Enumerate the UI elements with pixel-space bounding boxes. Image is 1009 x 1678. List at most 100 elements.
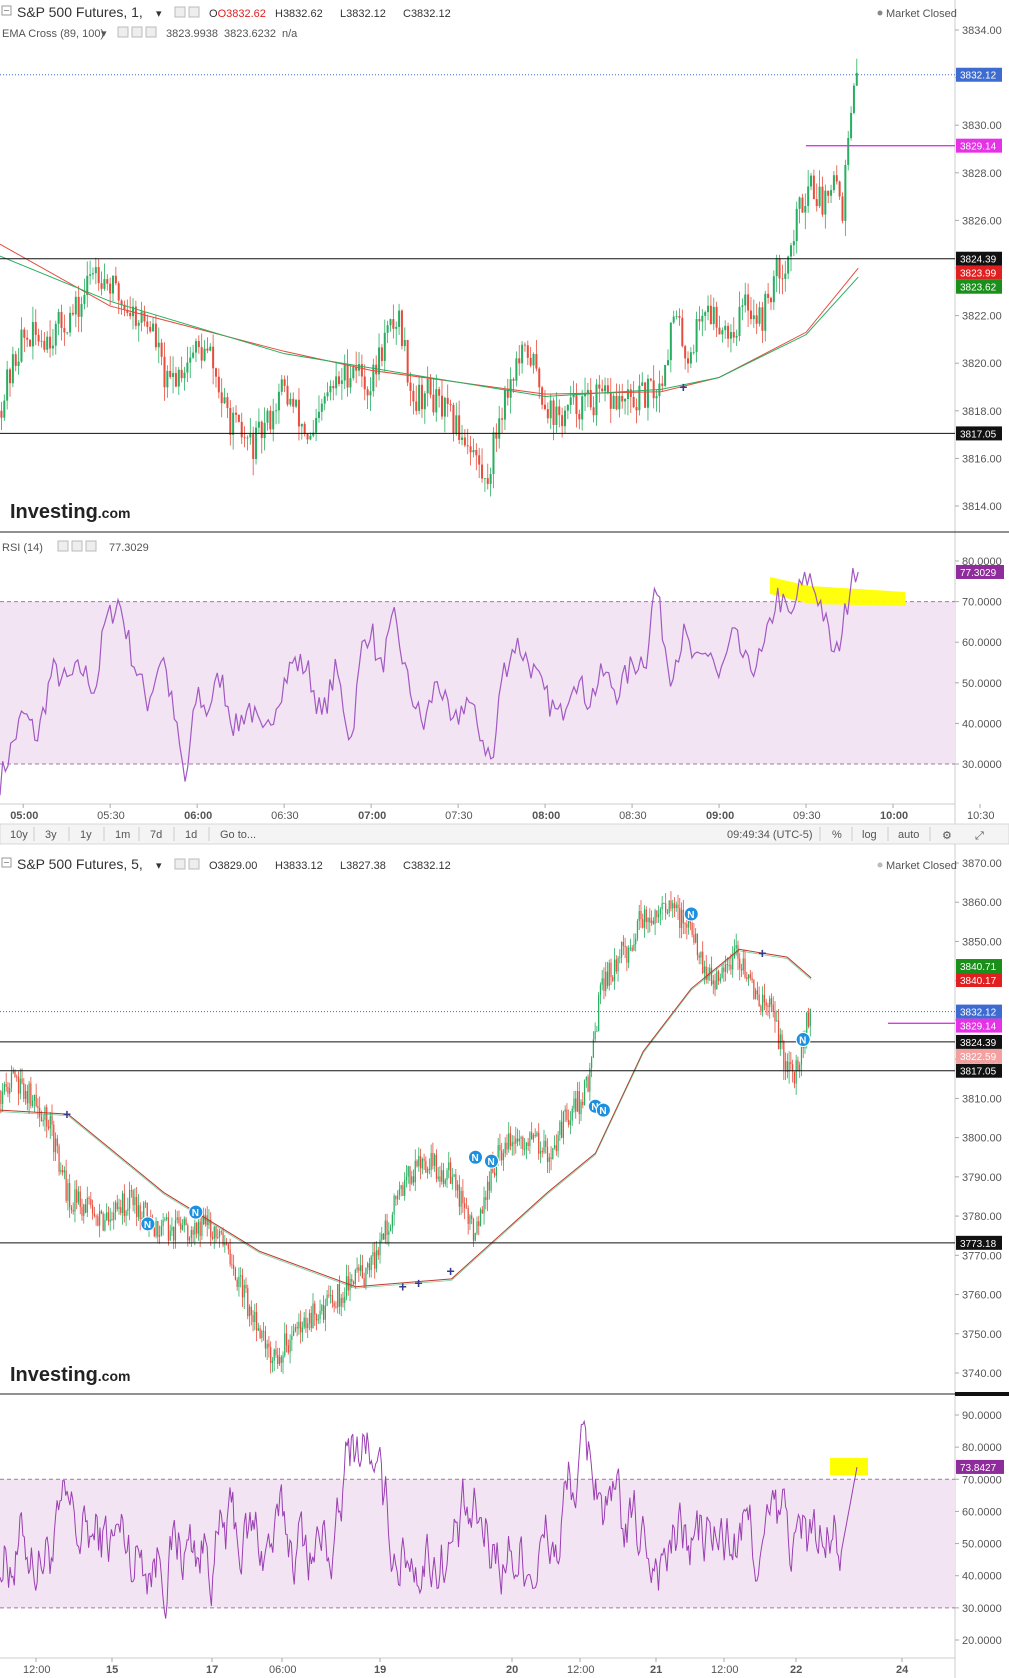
- rsi-close-icon[interactable]: [85, 540, 97, 552]
- bottom-price-tag: [956, 1048, 1002, 1063]
- bottom-candle: [566, 1109, 568, 1120]
- news-marker-icon[interactable]: [140, 1216, 156, 1232]
- bottom-candle: [536, 1132, 538, 1136]
- bottom-candle: [240, 1275, 242, 1277]
- top-candle: [406, 340, 409, 383]
- bottom-candle: [677, 904, 679, 909]
- ema-dropdown-icon[interactable]: ▾: [101, 28, 107, 40]
- top-price-tag-label: 3832.12: [960, 71, 997, 82]
- top-candle: [11, 354, 14, 384]
- bottom-visibility-icon[interactable]: [188, 858, 200, 870]
- top-time-tick-label: 06:00: [184, 810, 212, 822]
- bottom-candle: [67, 1183, 69, 1201]
- range-button-10y[interactable]: 10y: [10, 829, 28, 841]
- bottom-candle: [7, 1086, 9, 1094]
- top-candle: [20, 329, 23, 362]
- news-marker-icon[interactable]: [683, 906, 699, 922]
- top-candle: [741, 305, 744, 307]
- settings-gear-icon[interactable]: ⚙: [942, 830, 952, 842]
- news-marker-icon[interactable]: [595, 1102, 611, 1118]
- top-candle: [489, 474, 492, 484]
- top-candle: [684, 346, 687, 359]
- bottom-candle: [127, 1208, 129, 1211]
- top-settings-icon[interactable]: [174, 6, 186, 18]
- bottom-candle: [583, 1080, 586, 1105]
- top-candle: [149, 326, 152, 332]
- bottom-ohlc-close: C3832.12: [403, 860, 451, 872]
- top-candle: [129, 312, 132, 317]
- bottom-time-tick-label: 17: [206, 1664, 218, 1676]
- bottom-candle: [742, 958, 744, 971]
- top-candle: [855, 72, 858, 86]
- fullscreen-icon[interactable]: ⤢: [975, 830, 984, 842]
- bottom-settings-icon[interactable]: [174, 858, 186, 870]
- news-marker-icon[interactable]: [483, 1153, 499, 1169]
- news-marker-icon[interactable]: [468, 1149, 484, 1165]
- bottom-candle: [134, 1197, 136, 1206]
- top-visibility-icon[interactable]: [188, 6, 200, 18]
- range-button-1d[interactable]: 1d: [185, 829, 197, 841]
- rsi-settings-icon[interactable]: [57, 540, 69, 552]
- bottom-candle: [243, 1284, 245, 1298]
- bottom-candle: [652, 920, 654, 924]
- bottom-title-dropdown-icon[interactable]: ▾: [156, 860, 162, 872]
- top-candle: [126, 309, 129, 313]
- ema-close-icon[interactable]: [145, 26, 157, 38]
- toolbar-goto[interactable]: Go to...: [220, 829, 256, 841]
- toolbar-log-button[interactable]: log: [862, 829, 877, 841]
- top-candle: [749, 310, 752, 320]
- bottom-candle: [84, 1204, 87, 1213]
- top-title-dropdown-icon[interactable]: ▾: [156, 8, 162, 20]
- range-button-1m[interactable]: 1m: [115, 829, 130, 841]
- bottom-candle: [315, 1314, 318, 1321]
- collapse-icon[interactable]: [1, 5, 12, 16]
- bottom-candle: [284, 1333, 286, 1356]
- range-button-1y[interactable]: 1y: [80, 829, 92, 841]
- top-candle: [169, 370, 172, 377]
- bottom-candle: [712, 980, 714, 985]
- bottom-candle: [372, 1252, 374, 1257]
- ema-visibility-icon[interactable]: [131, 26, 143, 38]
- top-candle: [812, 175, 815, 200]
- bottom-price-tick-label: 3810.00: [962, 1093, 1002, 1105]
- rsi-visibility-icon[interactable]: [71, 540, 83, 552]
- range-button-7d[interactable]: 7d: [150, 829, 162, 841]
- bottom-candle: [672, 903, 674, 909]
- bottom-signal-markers: ++ +++NNN NN NNN: [63, 906, 811, 1295]
- toolbar-percent-button[interactable]: %: [832, 829, 842, 841]
- bottom-candle: [160, 1225, 162, 1236]
- bottom-candle: [703, 966, 706, 974]
- top-toolbar: 10y 3y 1y 1m 7d 1d Go to... 09:49:34 (UTC-5) …: [0, 823, 1009, 845]
- news-marker-icon[interactable]: [188, 1204, 204, 1220]
- news-marker-icon[interactable]: [795, 1032, 811, 1048]
- toolbar-auto-button[interactable]: auto: [898, 829, 919, 841]
- news-marker-glyph: N: [591, 1102, 598, 1113]
- bottom-candle: [95, 1215, 97, 1217]
- top-candle: [329, 386, 332, 393]
- rsi-value: 77.3029: [109, 542, 149, 554]
- top-time-tick-label: 06:30: [271, 810, 299, 822]
- bottom-candle: [538, 1132, 540, 1154]
- bottom-candle: [187, 1225, 189, 1241]
- top-candle: [584, 394, 587, 397]
- bottom-candle: [636, 921, 639, 939]
- bottom-ohlc-high: H3833.12: [275, 860, 323, 872]
- bottom-candle: [79, 1191, 81, 1208]
- bottom-candle: [326, 1294, 328, 1306]
- top-time-tick-label: 10:30: [967, 810, 995, 822]
- bottom-ohlc-open: O3829.00: [209, 860, 257, 872]
- bottom-collapse-icon[interactable]: [1, 857, 12, 868]
- top-candle: [269, 410, 272, 430]
- bottom-candle: [278, 1356, 281, 1364]
- bottom-candle: [483, 1197, 485, 1214]
- top-candle: [323, 396, 326, 404]
- bottom-candle: [49, 1115, 51, 1129]
- top-candle: [575, 393, 578, 415]
- top-price-tag-label: 3824.39: [960, 255, 997, 266]
- top-candle: [850, 112, 853, 138]
- bottom-candle: [391, 1214, 393, 1228]
- ema-settings-icon[interactable]: [117, 26, 129, 38]
- range-button-3y[interactable]: 3y: [45, 829, 57, 841]
- bottom-candle: [3, 1084, 6, 1092]
- top-time-tick-label: 08:00: [532, 810, 560, 822]
